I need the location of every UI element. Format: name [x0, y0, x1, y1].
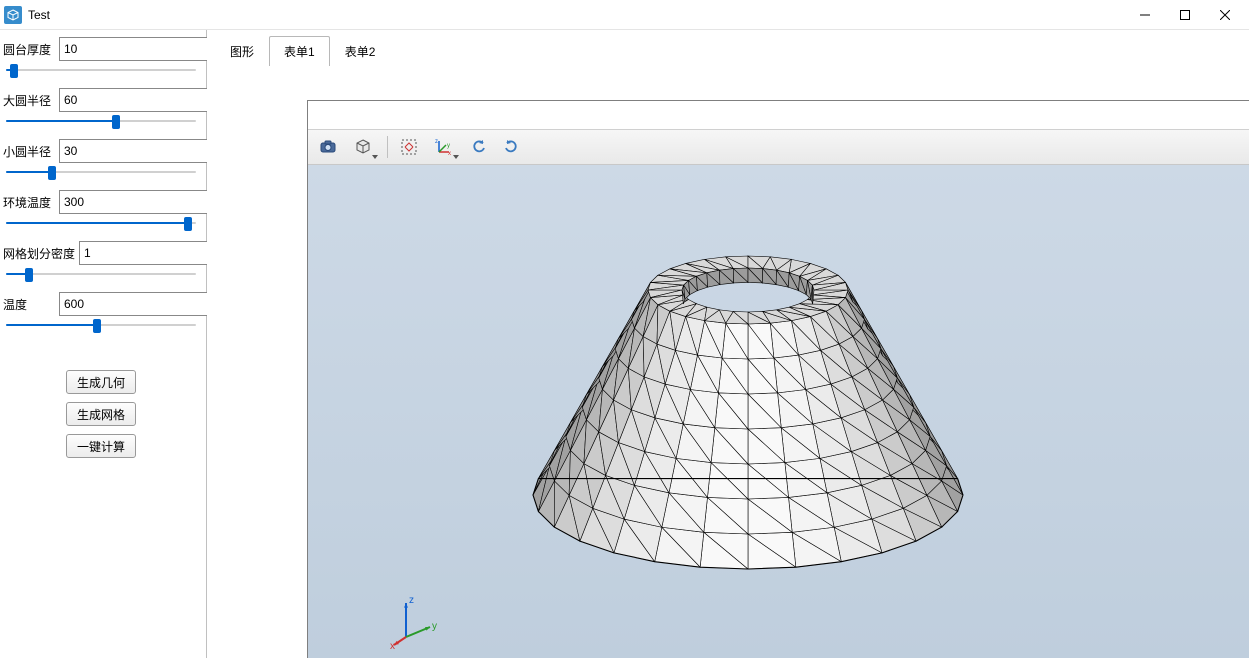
axes-toggle-icon[interactable]: z yx: [427, 133, 461, 161]
param-label: 小圆半径: [3, 143, 59, 160]
param-input-2[interactable]: [59, 139, 224, 163]
app-icon: [4, 6, 22, 24]
tab-1[interactable]: 表单1: [269, 36, 330, 66]
main-area: 图形表单1表单2 zyx zyx: [207, 30, 1249, 658]
compute-button[interactable]: 一键计算: [66, 434, 136, 458]
window-title: Test: [28, 8, 50, 22]
generate-mesh-button[interactable]: 生成网格: [66, 402, 136, 426]
camera-icon[interactable]: [314, 133, 342, 161]
close-button[interactable]: [1205, 1, 1245, 29]
param-slider-4[interactable]: [6, 267, 196, 281]
fit-extents-icon[interactable]: [395, 133, 423, 161]
param-slider-3[interactable]: [6, 216, 196, 230]
param-slider-1[interactable]: [6, 114, 196, 128]
param-slider-0[interactable]: [6, 63, 196, 77]
rotate-left-icon[interactable]: [465, 133, 493, 161]
viewport-3d[interactable]: z y x: [308, 165, 1249, 658]
titlebar: Test: [0, 0, 1249, 30]
svg-text:x: x: [390, 641, 395, 649]
rotate-right-icon[interactable]: [497, 133, 525, 161]
svg-text:z: z: [435, 139, 438, 145]
param-slider-5[interactable]: [6, 318, 196, 332]
graphics-toolbar: z yx: [308, 129, 1249, 165]
param-slider-2[interactable]: [6, 165, 196, 179]
minimize-button[interactable]: [1125, 1, 1165, 29]
svg-text:z: z: [409, 595, 414, 606]
param-label: 环境温度: [3, 194, 59, 211]
svg-text:y: y: [447, 143, 450, 149]
tab-0[interactable]: 图形: [215, 36, 269, 66]
svg-text:x: x: [448, 151, 451, 156]
tab-2[interactable]: 表单2: [330, 36, 391, 66]
parameters-sidebar: 圆台厚度大圆半径小圆半径环境温度网格划分密度温度 生成几何 生成网格 一键计算: [0, 30, 207, 658]
param-label: 温度: [3, 296, 59, 313]
axis-gizmo: z y x: [388, 589, 448, 652]
param-label: 网格划分密度: [3, 245, 79, 262]
toolbar-separator: [387, 136, 388, 158]
param-input-5[interactable]: [59, 292, 224, 316]
generate-geometry-button[interactable]: 生成几何: [66, 370, 136, 394]
param-input-1[interactable]: [59, 88, 224, 112]
param-input-3[interactable]: [59, 190, 224, 214]
tab-bar: 图形表单1表单2: [207, 30, 1249, 66]
cube-view-icon[interactable]: [346, 133, 380, 161]
maximize-button[interactable]: [1165, 1, 1205, 29]
param-input-0[interactable]: [59, 37, 224, 61]
param-label: 圆台厚度: [3, 41, 59, 58]
svg-text:y: y: [432, 621, 437, 632]
graphics-frame: zyx zyx: [307, 100, 1249, 658]
param-label: 大圆半径: [3, 92, 59, 109]
